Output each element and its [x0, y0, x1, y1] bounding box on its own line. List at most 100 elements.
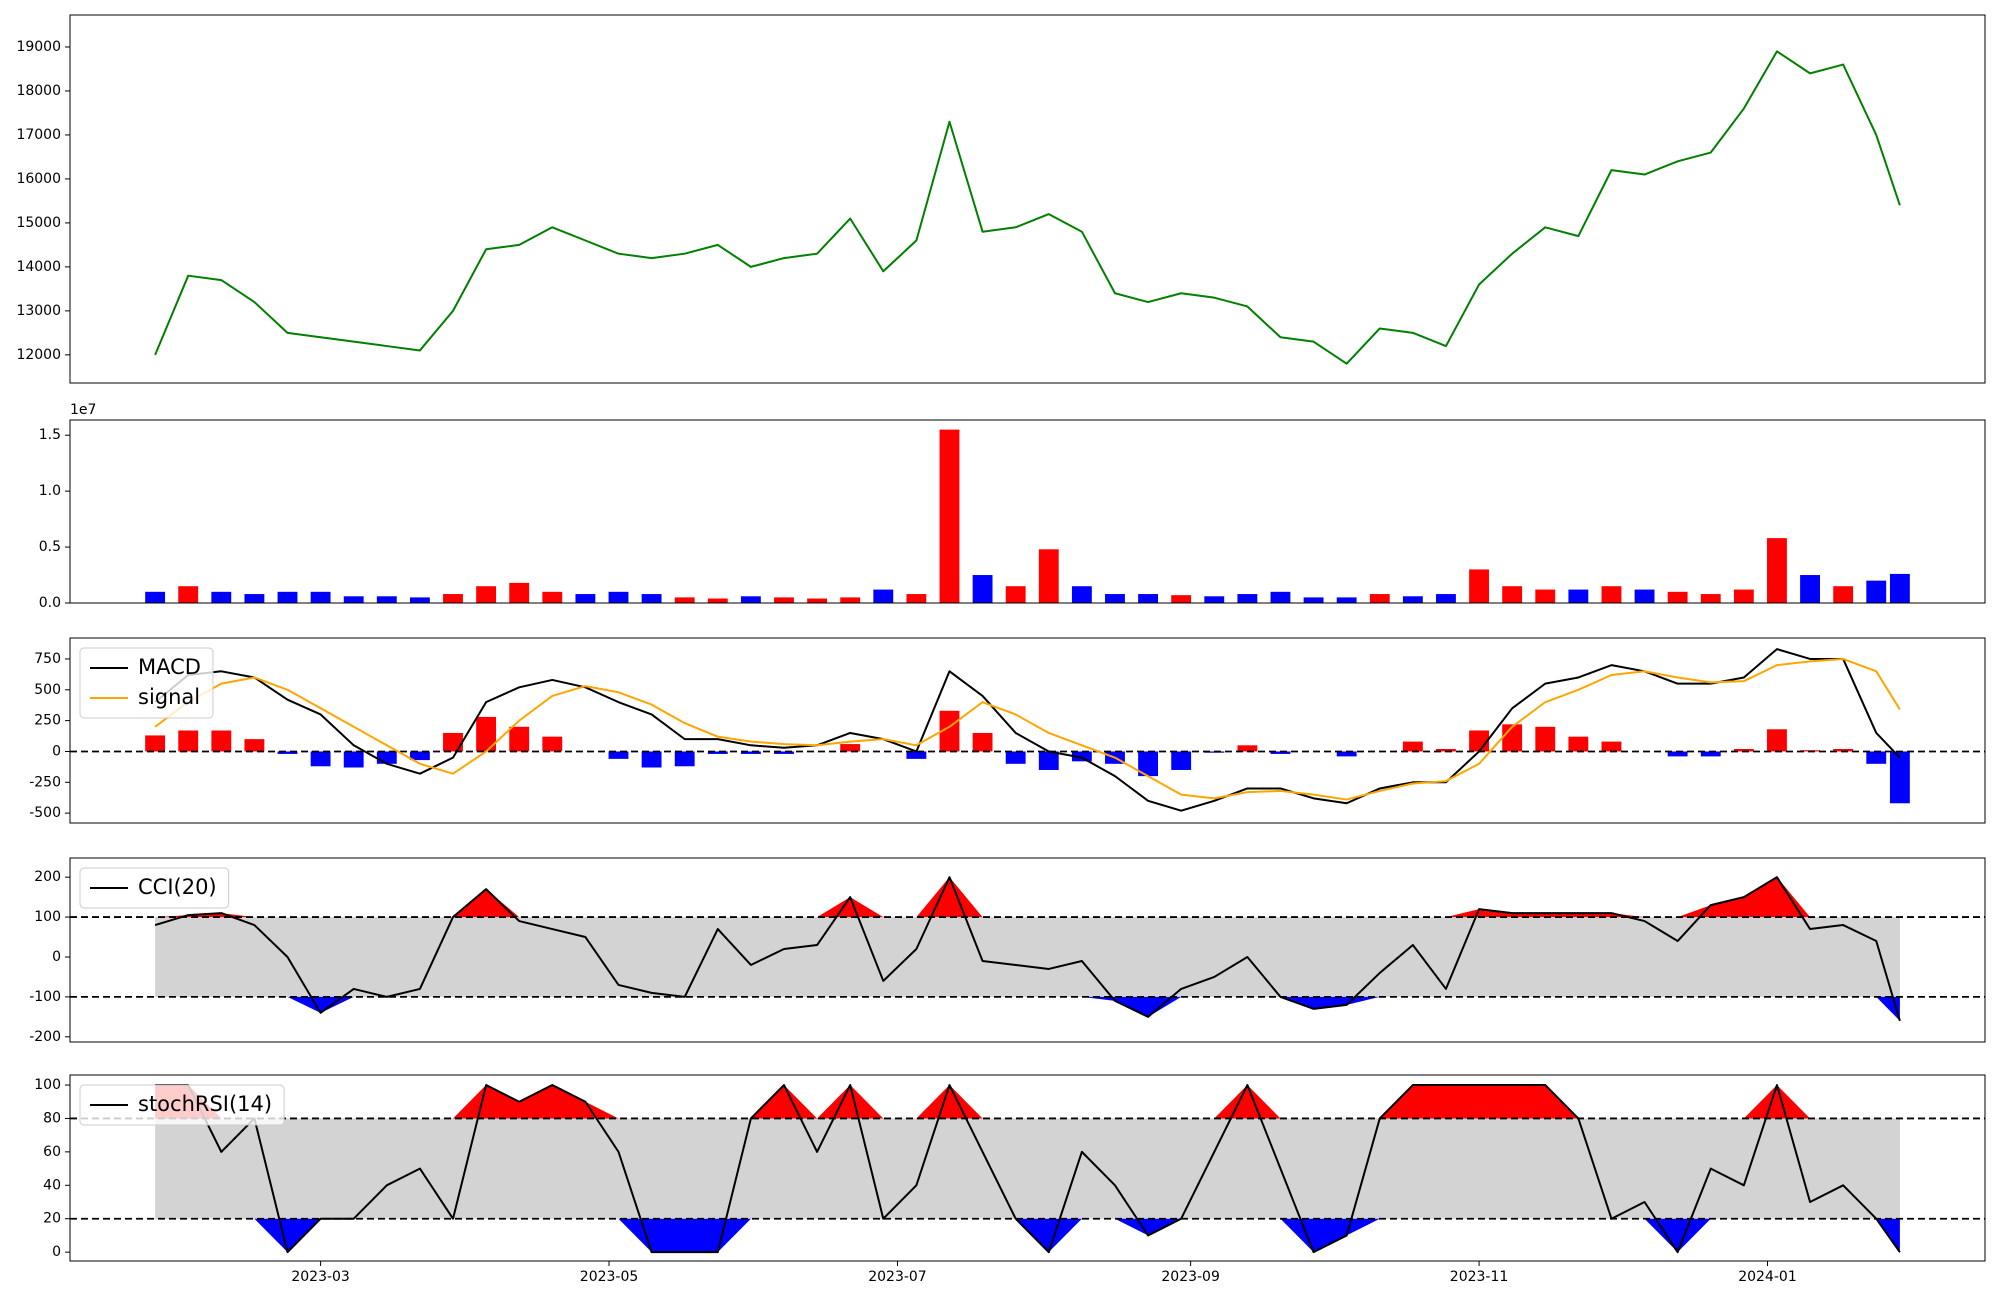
- histogram-bar: [1402, 741, 1423, 752]
- series-line: [154, 648, 1901, 812]
- plot-frame: [69, 14, 1986, 384]
- y-tick-label: -200: [29, 1029, 61, 1045]
- overbought-fill: [155, 877, 1900, 918]
- volume-bar: [1237, 594, 1258, 603]
- volume-bar: [608, 591, 629, 603]
- volume-bar: [443, 594, 463, 603]
- series-line: [154, 50, 1901, 365]
- y-tick-label: 100: [34, 1077, 61, 1093]
- panel: -200 -100 0 100 200 CCI(20): [29, 857, 1986, 1045]
- plot-frame: [69, 637, 1986, 824]
- histogram-bar: [1889, 751, 1910, 804]
- legend-box: [79, 867, 230, 909]
- y-tick-label: 19000: [16, 39, 61, 55]
- y-tick-label: 14000: [16, 259, 61, 275]
- neutral-band: [155, 1118, 1900, 1219]
- volume-bar: [1402, 596, 1423, 603]
- volume-bar: [740, 596, 761, 603]
- y-tick-label: 13000: [16, 303, 61, 319]
- histogram-bar: [343, 751, 364, 768]
- volume-bar: [1889, 573, 1910, 603]
- histogram-bar: [443, 732, 463, 752]
- histogram-bar: [1767, 729, 1787, 752]
- volume-bar: [1270, 591, 1291, 603]
- plot-frame: [69, 857, 1986, 1043]
- series-line: [154, 657, 1901, 801]
- volume-bar: [1700, 594, 1721, 603]
- volume-bar: [1601, 586, 1622, 603]
- plot-frame: [69, 419, 1986, 604]
- volume-bar: [1568, 589, 1589, 603]
- y-tick-label: 60: [43, 1144, 61, 1160]
- histogram-bar: [1336, 751, 1357, 757]
- histogram-bar: [509, 726, 530, 752]
- volume-bar: [1535, 589, 1556, 603]
- oversold-fill: [155, 996, 1900, 1021]
- histogram-bar: [1733, 749, 1754, 752]
- legend-box: [79, 1084, 285, 1126]
- volume-bar: [1866, 580, 1887, 603]
- histogram-bar: [740, 751, 761, 754]
- neutral-band: [155, 917, 1900, 997]
- volume-bar: [310, 591, 331, 603]
- histogram-bar: [1237, 745, 1258, 752]
- volume-bar: [1502, 586, 1523, 603]
- volume-bar: [1767, 538, 1787, 603]
- volume-bar: [1667, 591, 1688, 603]
- y-tick-label: -250: [29, 774, 61, 790]
- volume-bar: [1138, 594, 1159, 603]
- volume-bar: [1071, 586, 1092, 603]
- volume-bar: [178, 586, 199, 603]
- overbought-fill: [155, 1085, 1900, 1119]
- volume-bar: [840, 597, 861, 603]
- histogram-bar: [972, 732, 993, 752]
- histogram-bar: [145, 735, 166, 752]
- volume-bar: [707, 598, 728, 603]
- volume-bar: [343, 596, 364, 603]
- volume-bar: [906, 594, 927, 603]
- histogram-bar: [376, 751, 397, 764]
- y-tick-label: 15000: [16, 215, 61, 231]
- histogram-bar: [244, 739, 265, 752]
- histogram-bar: [409, 751, 430, 761]
- panel: -500 -250 0 250 500 750 MACD signal: [29, 637, 1986, 824]
- volume-bar: [145, 591, 166, 603]
- histogram-bar: [906, 751, 927, 759]
- histogram-bar: [1601, 741, 1622, 752]
- histogram-bar: [1171, 751, 1192, 770]
- volume-bar: [939, 429, 960, 603]
- volume-bar: [509, 582, 530, 603]
- y-tick-label: 250: [34, 713, 61, 729]
- panel: 0 20 40 60 80 100 2023-03 2023-05 2023-07 2023-09…: [34, 1074, 1986, 1285]
- volume-bar: [1204, 596, 1225, 603]
- volume-bar: [1436, 594, 1456, 603]
- y-tick-label: 17000: [16, 127, 61, 143]
- histogram-bar: [939, 710, 960, 752]
- volume-bar: [1369, 594, 1390, 603]
- histogram-bar: [1833, 749, 1854, 752]
- series-line: [155, 1084, 1901, 1254]
- series-line: [154, 876, 1901, 1022]
- histogram-bar: [1502, 724, 1523, 752]
- y-tick-label: 100: [34, 909, 61, 925]
- histogram-bar: [1138, 751, 1159, 777]
- histogram-bar: [1866, 751, 1887, 764]
- y-tick-label: 500: [34, 682, 61, 698]
- histogram-bar: [277, 751, 298, 754]
- offset-label: 1e7: [70, 402, 96, 418]
- y-tick-label: 1.5: [39, 427, 61, 443]
- volume-bar: [807, 598, 828, 603]
- legend-label: signal: [138, 685, 200, 709]
- legend-label: CCI(20): [138, 875, 217, 899]
- panel: 12000 13000 14000 15000 16000 17000 18000 19000: [16, 14, 1986, 384]
- histogram-bar: [1535, 726, 1556, 752]
- y-tick-label: -500: [29, 805, 61, 821]
- volume-bar: [211, 591, 232, 603]
- x-tick-label: 2023-07: [868, 1269, 927, 1285]
- histogram-bar: [476, 716, 497, 752]
- histogram-bar: [211, 730, 232, 752]
- volume-bar: [575, 594, 596, 603]
- y-tick-label: 0: [52, 949, 61, 965]
- volume-bar: [1469, 569, 1489, 603]
